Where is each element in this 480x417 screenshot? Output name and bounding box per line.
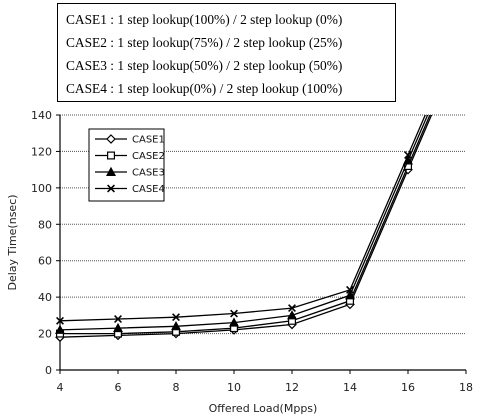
data-point [107,184,115,193]
y-tick-label: 120 [31,145,52,158]
legend-label: CASE1 [132,135,165,146]
x-tick-label: 6 [115,381,122,394]
data-point [170,321,182,331]
case-line-1: CASE1 : 1 step lookup(100%) / 2 step loo… [66,12,343,27]
legend-item-case3: CASE3 [95,166,165,179]
grid-lines [60,114,466,335]
x-tick-label: 8 [173,381,180,394]
legend-item-case2: CASE2 [95,151,165,162]
data-point [106,134,116,144]
data-point [286,310,298,320]
data-point [106,151,115,160]
data-point [404,151,412,160]
x-tick-label: 18 [459,381,473,394]
data-point [172,313,180,322]
series-line [60,115,429,331]
series-line [60,115,426,322]
data-point [56,316,64,325]
legend-label: CASE2 [132,151,165,162]
y-tick-label: 140 [31,109,52,122]
x-tick-label: 4 [57,381,64,394]
y-tick-label: 100 [31,182,52,195]
y-axis-title: Delay Time(nsec) [6,194,19,290]
data-point [230,309,238,318]
data-point [54,324,66,334]
data-point [114,315,122,323]
axes: 0 20 40 60 80 100 120 140 4 6 8 10 12 14 16 18 [31,109,473,394]
case-line-4: CASE4 : 1 step lookup(0%) / 2 step looku… [66,81,343,96]
legend: CASE1 CASE2 CASE3 CASE4 [88,128,165,202]
axis-labels: Offered Load(Mpps) Delay Time(nsec) [6,194,317,415]
case-description-box: CASE1 : 1 step lookup(100%) / 2 step loo… [57,3,396,102]
x-tick-label: 16 [401,381,415,394]
x-tick-label: 14 [343,381,357,394]
series-line [60,115,431,335]
data-point [105,166,117,176]
data-point [112,322,124,333]
legend-label: CASE4 [132,184,165,195]
x-axis-title: Offered Load(Mpps) [209,402,318,415]
data-point [344,290,356,300]
case-line-2: CASE2 : 1 step lookup(75%) / 2 step look… [66,35,343,50]
x-tick-label: 10 [227,381,241,394]
y-tick-label: 80 [38,218,52,231]
y-tick-label: 60 [38,255,52,268]
data-point [228,317,240,327]
series-layer [54,115,433,343]
series-case4 [56,115,426,325]
y-tick-label: 40 [38,291,52,304]
data-point [346,285,354,294]
y-tick-label: 20 [38,328,52,341]
legend-label: CASE3 [132,168,165,179]
legend-item-case1: CASE1 [95,134,165,146]
series-case3 [54,115,429,334]
series-line [60,115,433,338]
case-line-3: CASE3 : 1 step lookup(50%) / 2 step look… [66,58,343,73]
legend-item-case4: CASE4 [95,184,165,195]
x-tick-label: 12 [285,381,299,394]
y-tick-label: 0 [45,364,52,377]
data-point [288,304,296,313]
